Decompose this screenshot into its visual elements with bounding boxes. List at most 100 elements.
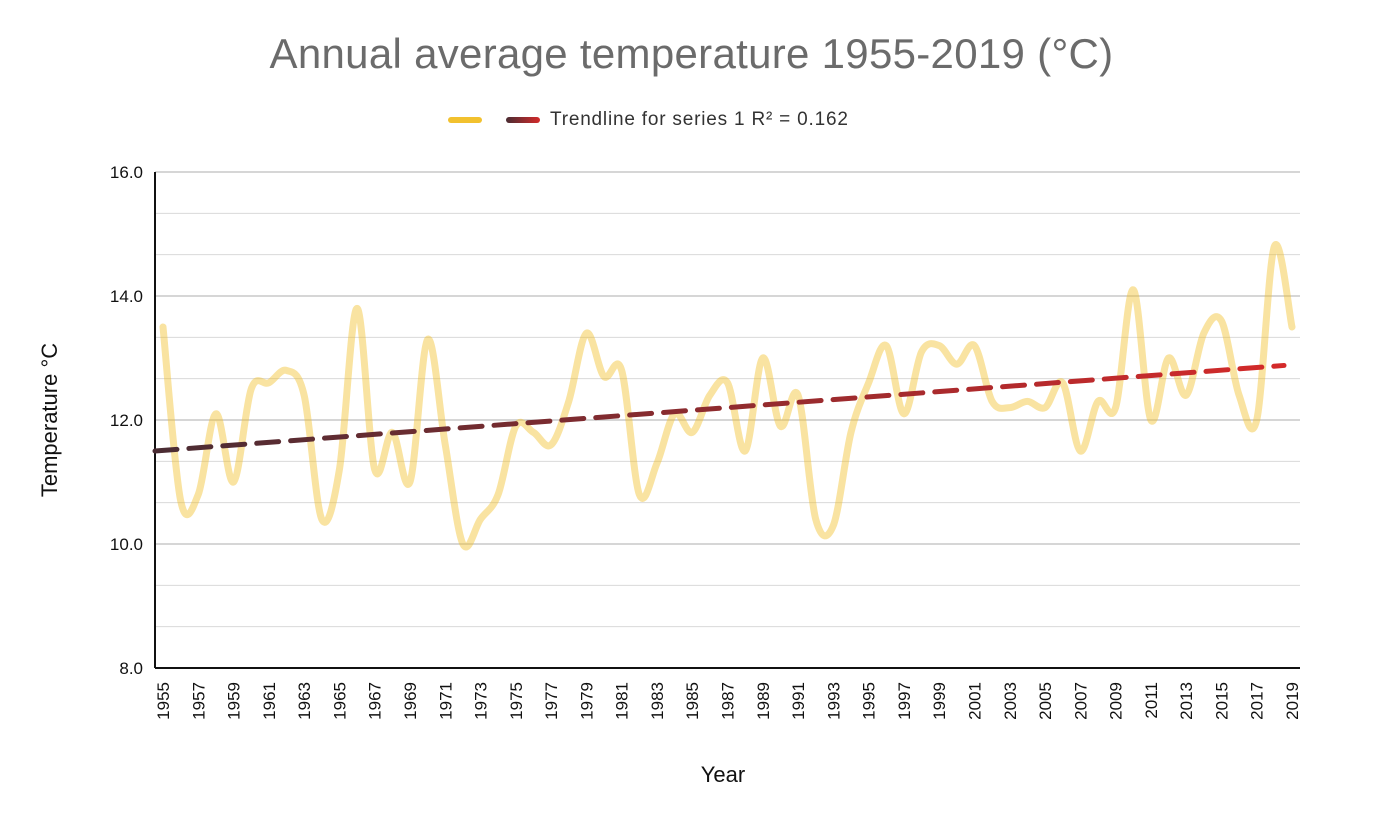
- data-point-1989: [760, 355, 766, 361]
- data-point-1982: [636, 491, 642, 497]
- data-point-2014: [1201, 330, 1207, 336]
- x-axis-title: Year: [701, 762, 745, 787]
- data-point-1993: [830, 522, 836, 528]
- x-tick-labels: 1955 1957 1959 1961 1963 1965 1967 1969 1971 1973…: [154, 682, 1302, 720]
- axes: [154, 172, 1300, 669]
- data-point-1959: [231, 479, 237, 485]
- x-tick-label: 1983: [648, 682, 667, 720]
- data-point-2005: [1042, 405, 1048, 411]
- data-point-2004: [1024, 398, 1030, 404]
- data-point-1999: [936, 343, 942, 349]
- data-point-1955: [160, 324, 166, 330]
- data-point-1974: [495, 491, 501, 497]
- data-point-1978: [566, 398, 572, 404]
- data-point-2011: [1148, 417, 1154, 423]
- x-tick-label: 1989: [754, 682, 773, 720]
- data-point-2010: [1130, 287, 1136, 293]
- data-point-1981: [619, 367, 625, 373]
- x-tick-label: 2017: [1248, 682, 1267, 720]
- grid: [155, 171, 1300, 669]
- x-tick-label: 1969: [401, 682, 420, 720]
- y-tick-label: 14.0: [110, 287, 143, 306]
- data-point-1966: [354, 305, 360, 311]
- x-tick-label: 2019: [1283, 682, 1302, 720]
- x-tick-label: 1967: [366, 682, 385, 720]
- x-tick-label: 1993: [824, 682, 843, 720]
- x-tick-label: 1985: [683, 682, 702, 720]
- data-point-1983: [654, 460, 660, 466]
- data-point-1956: [178, 498, 184, 504]
- data-point-2008: [1095, 398, 1101, 404]
- data-point-1962: [283, 367, 289, 373]
- data-point-1960: [248, 386, 254, 392]
- x-tick-label: 2015: [1212, 682, 1231, 720]
- x-tick-label: 1995: [860, 682, 879, 720]
- data-point-1976: [530, 429, 536, 435]
- x-tick-label: 1987: [719, 682, 738, 720]
- data-point-1994: [848, 429, 854, 435]
- data-point-2002: [989, 398, 995, 404]
- data-point-2013: [1183, 392, 1189, 398]
- trendline: [152, 362, 1287, 454]
- data-point-1973: [478, 516, 484, 522]
- legend-trendline-swatch: [506, 117, 540, 123]
- x-tick-label: 1991: [789, 682, 808, 720]
- data-point-2017: [1254, 417, 1260, 423]
- x-tick-label: 1957: [189, 682, 208, 720]
- data-point-1958: [213, 411, 219, 417]
- x-tick-label: 2001: [965, 682, 984, 720]
- data-point-1996: [883, 343, 889, 349]
- x-tick-label: 1973: [472, 682, 491, 720]
- x-tick-label: 1965: [330, 682, 349, 720]
- data-point-2009: [1113, 405, 1119, 411]
- data-point-1979: [583, 330, 589, 336]
- x-tick-label: 1971: [436, 682, 455, 720]
- data-point-1992: [813, 516, 819, 522]
- x-tick-label: 2009: [1107, 682, 1126, 720]
- x-tick-label: 1977: [542, 682, 561, 720]
- y-axis-title: Temperature °C: [37, 343, 62, 497]
- chart-title: Annual average temperature 1955-2019 (°C…: [269, 30, 1114, 77]
- data-point-1991: [795, 392, 801, 398]
- x-tick-label: 1997: [895, 682, 914, 720]
- data-point-1963: [301, 392, 307, 398]
- legend-series-swatch: [448, 117, 482, 123]
- data-point-2007: [1077, 448, 1083, 454]
- y-tick-label: 16.0: [110, 163, 143, 182]
- data-point-1969: [407, 479, 413, 485]
- x-tick-label: 2003: [1001, 682, 1020, 720]
- x-tick-label: 1963: [295, 682, 314, 720]
- data-point-1977: [548, 442, 554, 448]
- data-point-1961: [266, 380, 272, 386]
- legend-trendline-label: Trendline for series 1 R² = 0.162: [550, 109, 849, 130]
- data-point-2001: [971, 343, 977, 349]
- data-point-1995: [866, 380, 872, 386]
- data-point-2015: [1218, 318, 1224, 324]
- x-tick-label: 1955: [154, 682, 173, 720]
- data-point-1967: [372, 467, 378, 473]
- x-tick-label: 2007: [1071, 682, 1090, 720]
- data-point-1986: [707, 392, 713, 398]
- data-point-1971: [442, 442, 448, 448]
- y-tick-label: 8.0: [119, 659, 143, 678]
- data-point-2003: [1007, 405, 1013, 411]
- data-point-2000: [954, 361, 960, 367]
- data-point-1965: [336, 467, 342, 473]
- y-tick-label: 10.0: [110, 535, 143, 554]
- y-tick-labels: 8.0 10.0 12.0 14.0 16.0: [110, 163, 143, 678]
- x-tick-label: 1979: [577, 682, 596, 720]
- series-line: [159, 240, 1296, 551]
- data-point-1988: [742, 448, 748, 454]
- x-tick-label: 2005: [1036, 682, 1055, 720]
- data-point-1990: [777, 423, 783, 429]
- x-tick-label: 2013: [1177, 682, 1196, 720]
- legend: Trendline for series 1 R² = 0.162: [448, 108, 849, 132]
- data-point-1957: [195, 491, 201, 497]
- data-point-1964: [319, 516, 325, 522]
- data-point-1987: [725, 380, 731, 386]
- x-tick-label: 1981: [613, 682, 632, 720]
- x-tick-label: 2011: [1142, 682, 1161, 719]
- data-point-1970: [425, 336, 431, 342]
